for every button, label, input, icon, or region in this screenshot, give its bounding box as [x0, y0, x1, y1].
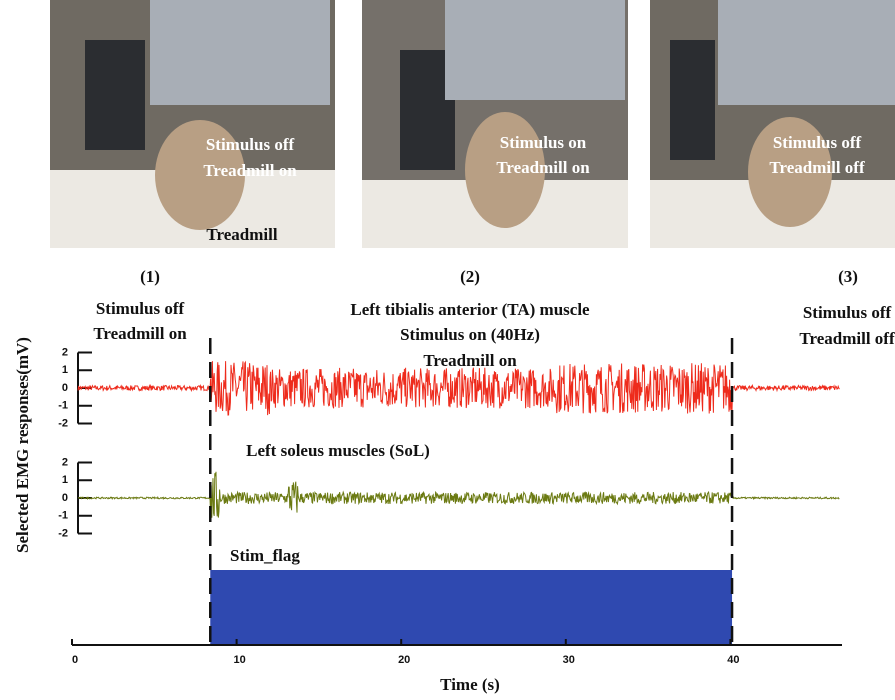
photo-text: Treadmill on: [203, 161, 297, 180]
panel-label: (1): [140, 267, 160, 286]
y-tick-label: 0: [62, 382, 68, 394]
y-tick-label: -1: [58, 510, 68, 522]
y-tick-label: 2: [62, 346, 68, 358]
y-tick-label: -2: [58, 527, 68, 539]
photo-text: Stimulus off: [773, 133, 862, 152]
phase-text: Left tibialis anterior (TA) muscle: [350, 300, 590, 319]
emg-trace: [78, 472, 839, 518]
x-tick-label: 40: [727, 654, 739, 666]
y-tick-label: 1: [62, 474, 68, 486]
phase-text: Treadmill on: [423, 351, 517, 370]
phase-text: Treadmill on: [93, 324, 187, 343]
x-axis-label: Time (s): [440, 675, 500, 694]
x-tick-label: 0: [72, 654, 78, 666]
x-tick-label: 20: [398, 654, 410, 666]
phase-text: Treadmill off: [799, 329, 895, 348]
phase-text: Stimulus off: [803, 303, 892, 322]
y-tick-label: 1: [62, 364, 68, 376]
trace-label: Left soleus muscles (SoL): [246, 441, 430, 460]
photo-text: Stimulus on: [500, 133, 587, 152]
figure: Stimulus off Treadmill on Treadmill Stim…: [0, 0, 895, 700]
y-axis-label: Selected EMG responses(mV): [13, 337, 32, 553]
x-tick-label: 30: [563, 654, 575, 666]
trace-label: Stim_flag: [230, 546, 300, 565]
y-tick-label: 2: [62, 456, 68, 468]
y-tick-label: 0: [62, 492, 68, 504]
panel-label: (3): [838, 267, 858, 286]
photo-text: Treadmill off: [769, 158, 865, 177]
stim-flag-bar: [210, 570, 732, 645]
y-tick-label: -1: [58, 400, 68, 412]
photo-note: Treadmill: [206, 225, 277, 244]
photo-text: Treadmill on: [496, 158, 590, 177]
phase-text: Stimulus off: [96, 299, 185, 318]
panel-label: (2): [460, 267, 480, 286]
phase-text: Stimulus on (40Hz): [400, 325, 540, 344]
photo-1: [50, 0, 335, 248]
photo-2: [362, 0, 628, 248]
y-tick-label: -2: [58, 417, 68, 429]
photo-3: [650, 0, 895, 248]
x-tick-label: 10: [233, 654, 245, 666]
photo-text: Stimulus off: [206, 135, 295, 154]
